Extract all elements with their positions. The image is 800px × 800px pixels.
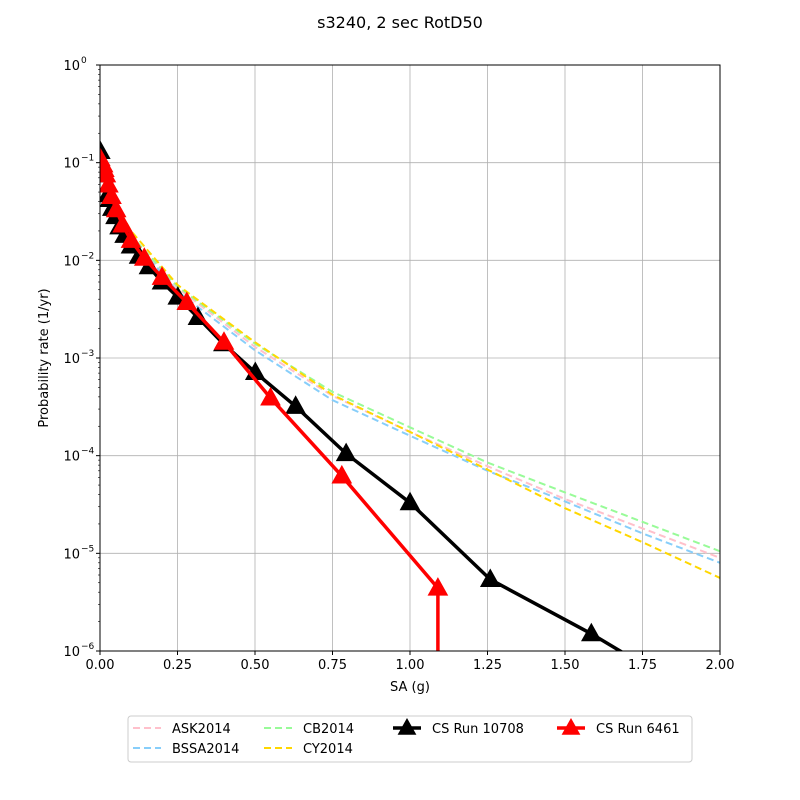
data-point: [479, 568, 501, 587]
series-line: [100, 151, 720, 564]
data-point: [709, 700, 728, 717]
data-point: [176, 291, 198, 311]
legend-marker: [397, 717, 417, 735]
data-point: [105, 198, 127, 218]
legend-label: CY2014: [303, 742, 353, 757]
x-tick-label: 1.25: [473, 658, 502, 673]
legend-label: BSSA2014: [172, 742, 239, 757]
y-tick-exponent: −4: [81, 447, 95, 457]
y-tick-label: 10: [63, 547, 80, 562]
x-tick-label: 0.00: [86, 658, 115, 673]
x-tick-label: 1.50: [551, 658, 580, 673]
legend: ASK2014 BSSA2014 CB2014 CY2014 CS Run 10708 C…: [127, 715, 693, 763]
y-tick-exponent: −6: [81, 642, 95, 652]
data-point: [335, 442, 357, 462]
data-point: [427, 577, 449, 596]
y-tick-exponent: −5: [81, 544, 94, 554]
legend-label: CS Run 6461: [596, 722, 680, 737]
data-point: [112, 213, 133, 233]
series-cs-run-10708: [100, 140, 728, 717]
legend-label: CB2014: [303, 722, 354, 737]
data-point: [285, 395, 306, 414]
data-point: [331, 464, 353, 484]
data-point: [120, 229, 142, 248]
data-point: [213, 331, 235, 350]
y-tick-exponent: 0: [81, 56, 87, 66]
x-tick-label: 1.75: [628, 658, 657, 673]
series-cs-run-6461: [100, 147, 449, 651]
x-tick-label: 0.75: [318, 658, 347, 673]
x-tick-label: 0.50: [241, 658, 270, 673]
data-point: [399, 491, 421, 511]
y-tick-label: 10: [63, 450, 80, 465]
y-tick-label: 10: [63, 157, 80, 172]
data-point: [260, 386, 281, 406]
x-tick-label: 2.00: [706, 658, 735, 673]
y-tick-exponent: −1: [81, 154, 94, 164]
y-tick-label: 10: [63, 352, 80, 367]
data-point: [151, 266, 173, 285]
x-axis-label: SA (g): [390, 680, 430, 695]
y-tick-label: 10: [63, 254, 80, 269]
legend-label: ASK2014: [172, 722, 231, 737]
y-tick-label: 10: [63, 645, 80, 660]
x-tick-label: 0.25: [163, 658, 192, 673]
legend-label: CS Run 10708: [432, 722, 524, 737]
chart-title: s3240, 2 sec RotD50: [317, 13, 483, 32]
y-tick-exponent: −3: [81, 349, 94, 359]
legend-marker: [561, 717, 581, 735]
x-tick-label: 1.00: [396, 658, 425, 673]
y-tick-label: 10: [63, 59, 80, 74]
y-tick-exponent: −2: [81, 251, 94, 261]
data-point: [580, 622, 602, 642]
series-bssa2014: [100, 151, 720, 564]
data-point: [133, 247, 155, 266]
y-axis-label: Probability rate (1/yr): [37, 288, 52, 427]
